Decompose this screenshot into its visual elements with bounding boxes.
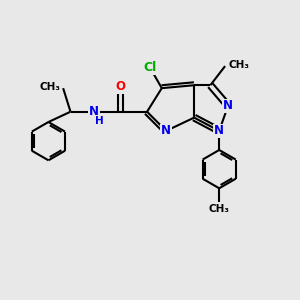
Text: O: O xyxy=(116,80,126,93)
Text: CH₃: CH₃ xyxy=(209,205,230,214)
Text: CH₃: CH₃ xyxy=(39,82,60,92)
Text: N: N xyxy=(161,124,171,137)
Text: N: N xyxy=(214,124,224,137)
Text: H: H xyxy=(95,116,104,126)
Text: N: N xyxy=(223,99,233,112)
Text: N: N xyxy=(89,105,99,118)
Text: Cl: Cl xyxy=(143,61,157,74)
Text: CH₃: CH₃ xyxy=(228,60,249,70)
